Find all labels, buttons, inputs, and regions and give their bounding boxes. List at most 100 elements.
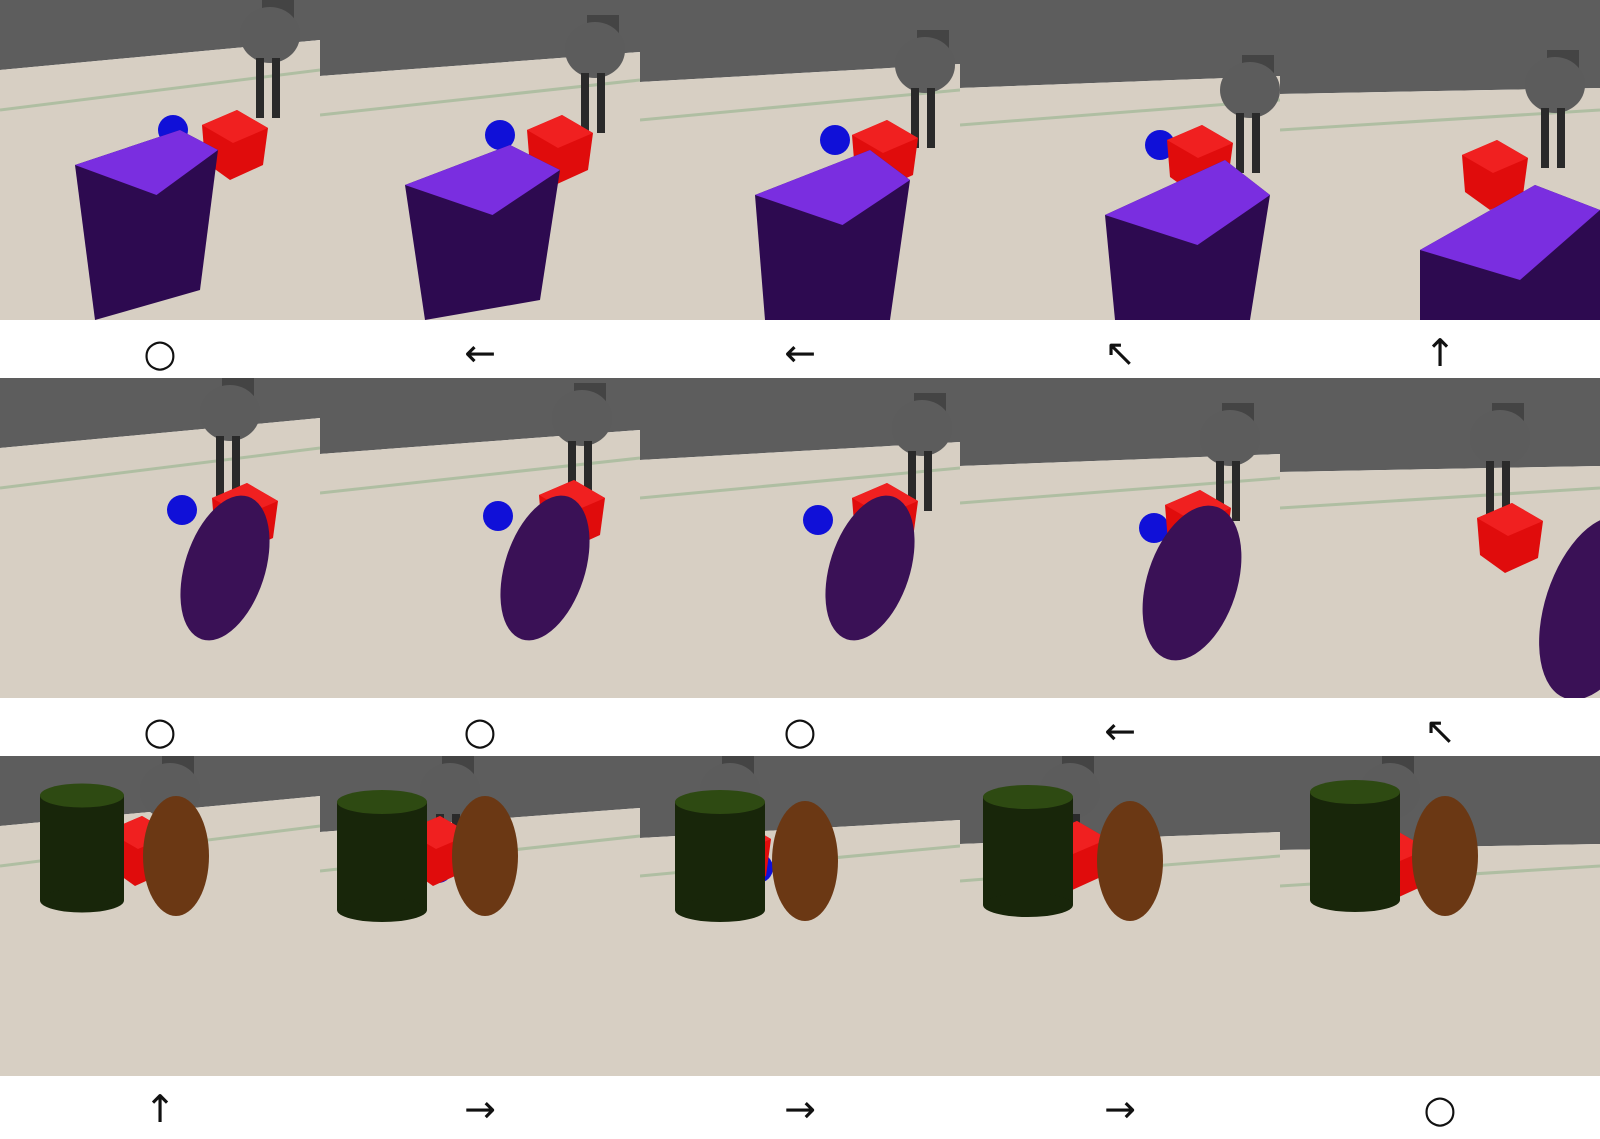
gripper-finger [1236, 113, 1244, 173]
robot-wrist [1470, 410, 1530, 466]
green-cylinder-base [337, 898, 427, 922]
blue-sphere [803, 505, 833, 535]
gripper-finger [924, 451, 932, 511]
gripper-finger [911, 88, 919, 148]
robot-wrist [240, 7, 300, 63]
scene-render [960, 378, 1280, 698]
gripper-finger [272, 58, 280, 118]
action-label: → [464, 1087, 496, 1131]
gripper-finger [927, 88, 935, 148]
action-label: ○ [1423, 1087, 1457, 1131]
action-label: ↑ [144, 1087, 176, 1131]
sim-frame [320, 378, 640, 698]
blue-sphere [485, 120, 515, 150]
scene-render [0, 0, 320, 320]
sim-frame [0, 756, 320, 1076]
brown-egg [143, 796, 209, 916]
red-cube-top [527, 115, 593, 148]
green-cylinder [337, 802, 427, 910]
green-cylinder-base [675, 898, 765, 922]
action-label: ○ [143, 709, 177, 753]
red-cube-top [1462, 140, 1528, 173]
robot-wrist [565, 22, 625, 78]
purple-ellipsoid [825, 495, 915, 641]
green-cylinder [675, 802, 765, 910]
sim-frame [320, 0, 640, 320]
floor-grid-line [0, 68, 320, 112]
green-cylinder-top [1310, 780, 1400, 804]
action-label: ○ [783, 709, 817, 753]
purple-box-top [755, 150, 910, 225]
sim-frame [640, 378, 960, 698]
green-cylinder [1310, 792, 1400, 900]
blue-sphere [820, 125, 850, 155]
scene-render [1280, 756, 1600, 1076]
green-cylinder-base [40, 888, 124, 913]
green-cylinder-base [983, 893, 1073, 917]
back-wall [320, 0, 640, 76]
scene-render [0, 378, 320, 698]
scene-render [640, 0, 960, 320]
green-cylinder-top [675, 790, 765, 814]
gripper-finger [256, 58, 264, 118]
purple-ellipsoid [1142, 505, 1242, 661]
robot-wrist [200, 385, 260, 441]
gripper-finger [1502, 461, 1510, 521]
sim-frame [0, 378, 320, 698]
action-label: ○ [143, 331, 177, 375]
green-cylinder-top [40, 783, 124, 808]
gripper-finger [216, 436, 224, 496]
scene-render [640, 756, 960, 1076]
floor-grid-line [1280, 486, 1600, 510]
back-wall [960, 0, 1280, 88]
gripper-finger [1486, 461, 1494, 521]
back-wall [1280, 378, 1600, 472]
sim-frame [1280, 378, 1600, 698]
purple-ellipsoid [1539, 516, 1600, 698]
action-label: ↖ [1424, 709, 1456, 753]
scene-render [320, 756, 640, 1076]
blue-sphere [1145, 130, 1175, 160]
purple-box-top [1420, 185, 1600, 280]
action-label: ↖ [1104, 331, 1136, 375]
scene-render [1280, 0, 1600, 320]
green-cylinder-base [1310, 888, 1400, 912]
scene-render [640, 378, 960, 698]
gripper-finger [232, 436, 240, 496]
sim-frame [640, 756, 960, 1076]
blue-sphere [483, 501, 513, 531]
action-label: ← [784, 331, 816, 375]
robot-wrist [1525, 57, 1585, 113]
brown-egg [1097, 801, 1163, 921]
green-cylinder [983, 797, 1073, 905]
floor-grid-line [0, 446, 320, 490]
gripper-finger [568, 441, 576, 501]
sim-frame [960, 0, 1280, 320]
floor-grid-line [960, 476, 1280, 505]
robot-wrist [552, 390, 612, 446]
red-cube-top [852, 120, 918, 153]
scene-render [320, 0, 640, 320]
green-cylinder-top [983, 785, 1073, 809]
brown-egg [1412, 796, 1478, 916]
scene-render [1280, 378, 1600, 698]
robot-wrist [895, 37, 955, 93]
sim-frame [0, 0, 320, 320]
robot-wrist [892, 400, 952, 456]
gripper-finger [1216, 461, 1224, 521]
table-floor [0, 418, 320, 698]
red-cube-top [202, 110, 268, 143]
scene-render [960, 0, 1280, 320]
red-cube-top [1477, 503, 1543, 536]
gripper-finger [597, 73, 605, 133]
back-wall [0, 0, 320, 70]
purple-ellipsoid [500, 495, 590, 641]
robot-wrist [420, 763, 480, 819]
sim-frame [960, 756, 1280, 1076]
action-label: ↑ [1424, 331, 1456, 375]
sim-frame [960, 378, 1280, 698]
blue-sphere [167, 495, 197, 525]
scene-render [0, 756, 320, 1076]
brown-egg [772, 801, 838, 921]
sim-frame [1280, 756, 1600, 1076]
